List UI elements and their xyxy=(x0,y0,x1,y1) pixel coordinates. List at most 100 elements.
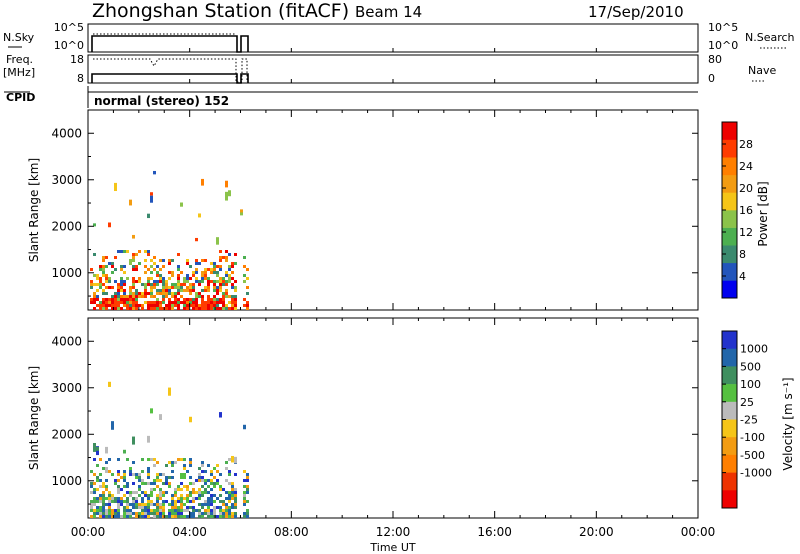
velocity-cell xyxy=(171,494,174,497)
velocity-cell xyxy=(216,515,219,518)
power-cell xyxy=(102,307,105,310)
power-cell xyxy=(201,298,204,301)
velocity-cell xyxy=(135,476,138,479)
power-cell xyxy=(123,304,126,307)
velocity-cell xyxy=(141,497,144,500)
velocity-cell xyxy=(195,509,198,512)
velocity-cell xyxy=(156,476,159,479)
power-cell xyxy=(234,301,237,304)
power-cell xyxy=(207,268,210,271)
velocity-cell xyxy=(117,512,120,515)
velocity-cell xyxy=(204,491,207,494)
power-cell xyxy=(93,301,96,304)
velocity-cell xyxy=(150,491,153,494)
power-cell xyxy=(129,286,132,289)
power-cell xyxy=(120,307,123,310)
power-cell xyxy=(165,295,168,298)
power-cell xyxy=(153,262,156,265)
power-cell xyxy=(207,289,210,292)
velocity-cell xyxy=(105,509,108,512)
power-cell xyxy=(132,256,135,259)
velocity-cell xyxy=(210,497,213,500)
power-cell xyxy=(114,304,117,307)
velocity-cell xyxy=(183,476,186,479)
power-cell xyxy=(114,301,117,304)
velocity-cell xyxy=(150,408,153,414)
power-cell xyxy=(213,262,216,265)
power-cell xyxy=(171,259,174,262)
power-cell xyxy=(132,277,135,280)
power-cell xyxy=(234,298,237,301)
velocity-cell xyxy=(174,461,177,464)
velocity-cell xyxy=(135,512,138,515)
xtick-label: 16:00 xyxy=(477,525,512,539)
velocity-cell xyxy=(144,491,147,494)
velocity-cell xyxy=(141,515,144,518)
velocity-cell xyxy=(138,515,141,518)
power-cell xyxy=(198,304,201,307)
power-cell xyxy=(102,274,105,277)
velocity-cell xyxy=(195,479,198,482)
power-cell xyxy=(120,277,123,280)
power-cell xyxy=(153,295,156,298)
velocity-cell xyxy=(117,470,120,473)
power-cell xyxy=(195,307,198,310)
velocity-cell xyxy=(210,515,213,518)
power-cell xyxy=(159,304,162,307)
velocity-colorbar-label: -500 xyxy=(740,449,765,462)
velocity-cell xyxy=(165,515,168,518)
velocity-cell xyxy=(138,473,141,476)
power-cell xyxy=(198,307,201,310)
power-cell xyxy=(204,304,207,307)
velocity-cell xyxy=(126,506,129,509)
power-colorbar-swatch xyxy=(722,280,737,299)
velocity-cell xyxy=(153,488,156,491)
power-cell xyxy=(204,268,207,271)
power-cell xyxy=(228,274,231,277)
power-cell xyxy=(132,286,135,289)
velocity-cell xyxy=(150,494,153,497)
power-cell xyxy=(162,298,165,301)
power-cell xyxy=(213,286,216,289)
power-cell xyxy=(150,289,153,292)
velocity-cell xyxy=(141,479,144,482)
velocity-cell xyxy=(225,512,228,515)
velocity-cell xyxy=(114,515,117,518)
power-cell xyxy=(225,271,228,274)
velocity-cell xyxy=(138,494,141,497)
velocity-cell xyxy=(174,491,177,494)
power-cell xyxy=(174,301,177,304)
velocity-cell xyxy=(117,458,120,461)
velocity-cell xyxy=(126,497,129,500)
power-cell xyxy=(150,292,153,295)
velocity-cell xyxy=(93,491,96,494)
velocity-cell xyxy=(108,494,111,497)
velocity-cell xyxy=(192,482,195,485)
power-cell xyxy=(147,213,150,219)
power-cell xyxy=(96,295,99,298)
power-cell xyxy=(195,301,198,304)
power-cell xyxy=(216,280,219,283)
xtick-label: 00:00 xyxy=(681,525,716,539)
power-cell xyxy=(195,292,198,295)
velocity-cell xyxy=(156,509,159,512)
velocity-cell xyxy=(180,476,183,479)
power-cell xyxy=(165,304,168,307)
power-cell xyxy=(138,295,141,298)
velocity-cell xyxy=(219,494,222,497)
velocity-cell xyxy=(123,500,126,503)
power-cell xyxy=(207,280,210,283)
power-cell xyxy=(177,280,180,283)
velocity-cell xyxy=(96,476,99,479)
velocity-cell xyxy=(162,515,165,518)
velocity-cell xyxy=(219,506,222,509)
velocity-cell xyxy=(162,506,165,509)
velocity-cell xyxy=(132,482,135,485)
power-cell xyxy=(132,304,135,307)
power-cell xyxy=(219,277,222,280)
velocity-cell xyxy=(126,485,129,488)
velocity-cell xyxy=(183,473,186,476)
velocity-cell xyxy=(216,482,219,485)
velocity-cell xyxy=(234,500,237,503)
velocity-cell xyxy=(105,488,108,491)
